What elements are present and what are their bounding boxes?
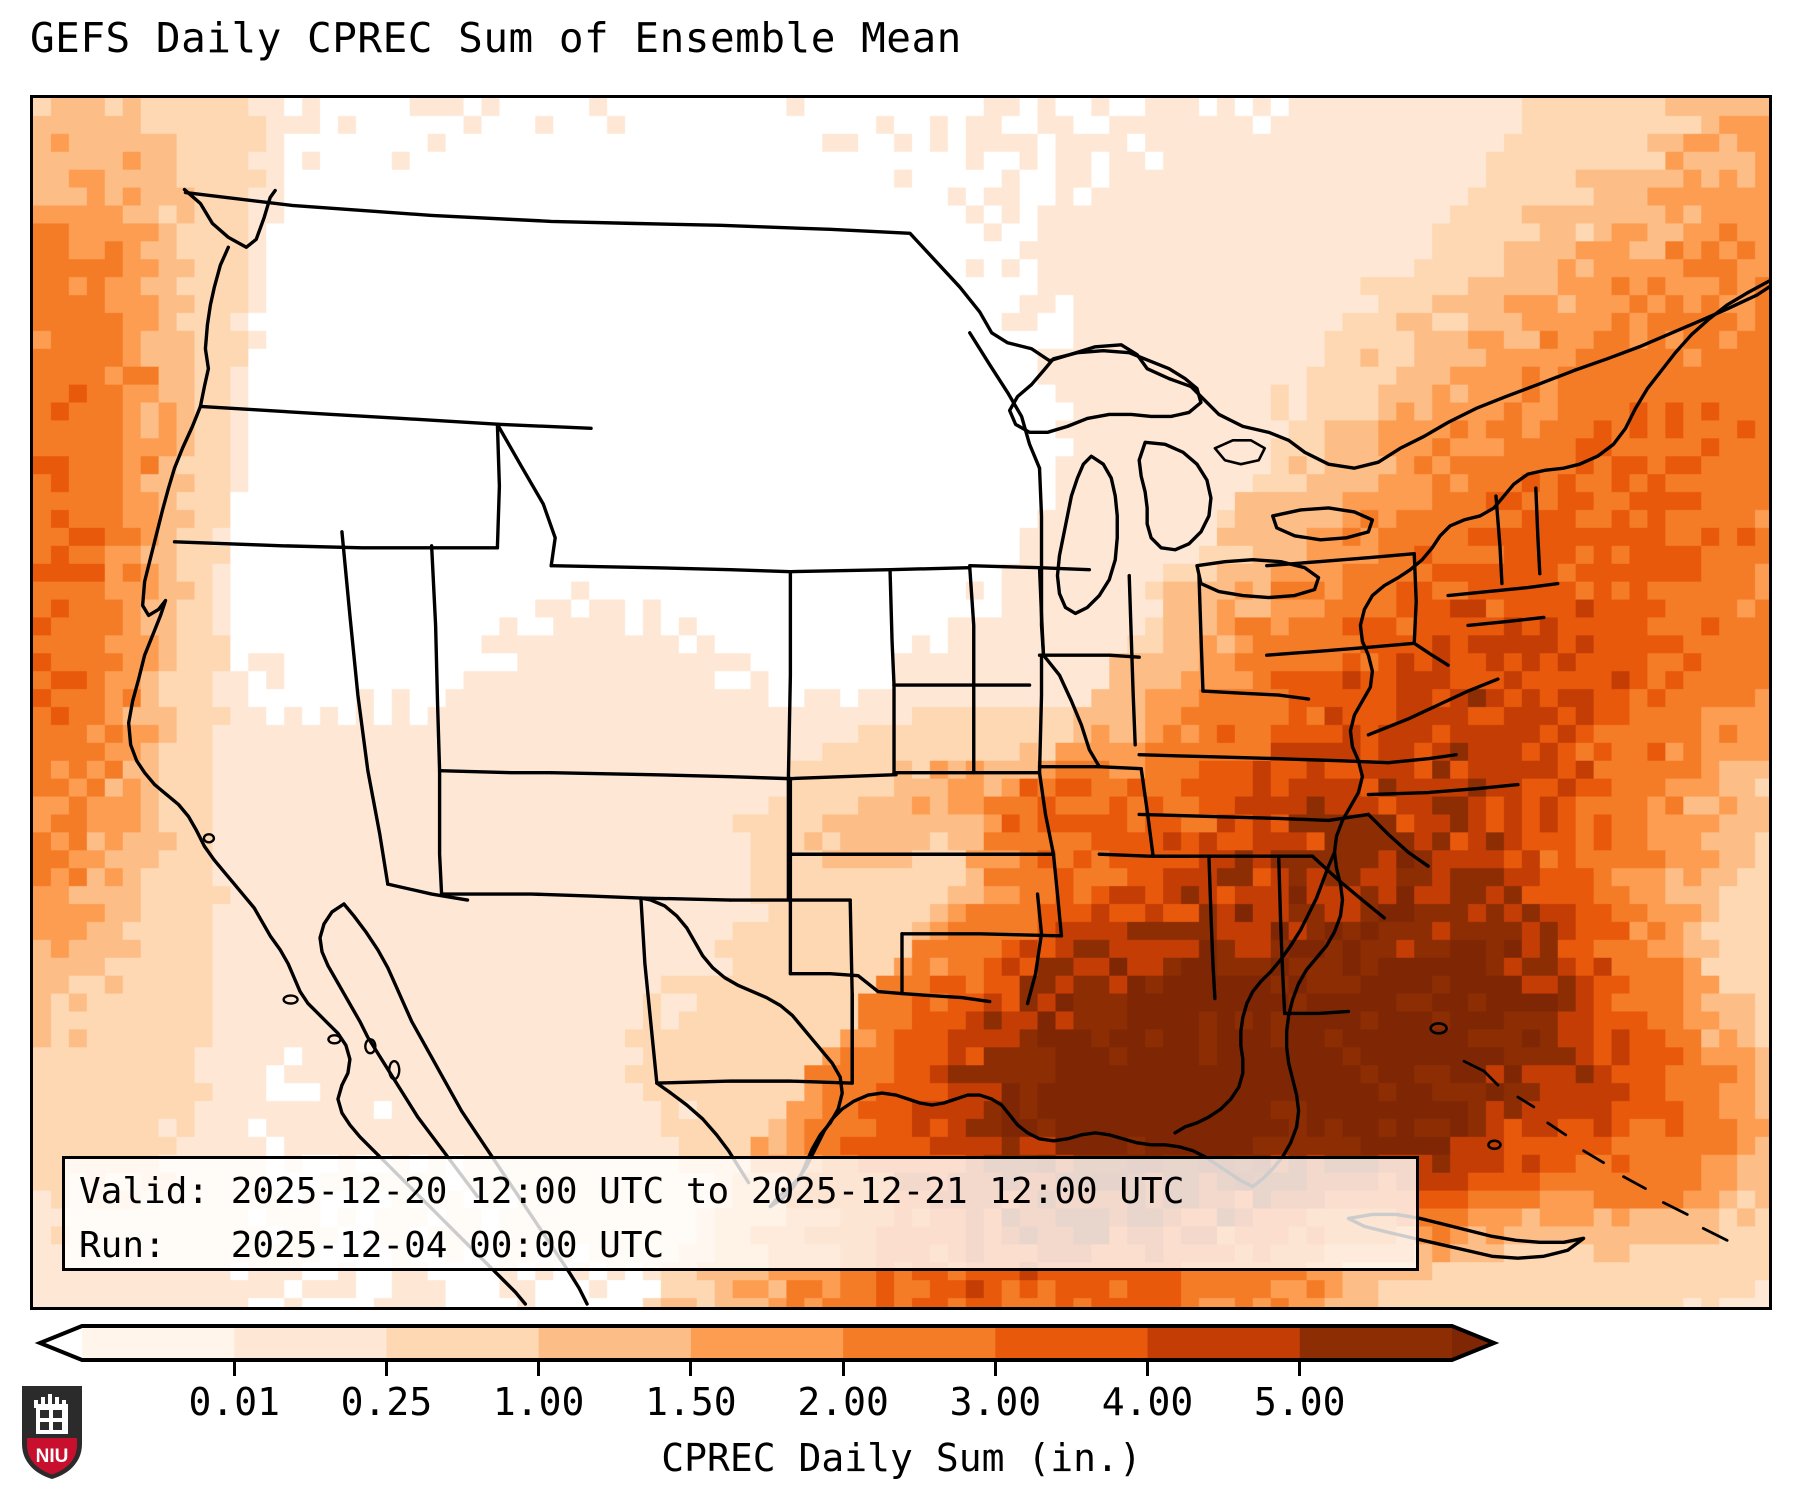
colorbar-tick-label: 1.50 — [645, 1380, 737, 1424]
page-title: GEFS Daily CPREC Sum of Ensemble Mean — [30, 14, 962, 62]
colorbar-tick — [1146, 1358, 1150, 1376]
colorbar-axis-label: CPREC Daily Sum (in.) — [661, 1436, 1142, 1480]
niu-logo-icon: NIU — [22, 1386, 82, 1479]
colorbar-tick-label: 0.25 — [340, 1380, 433, 1424]
colorbar-tick — [993, 1358, 997, 1376]
colorbar-tick-marks — [0, 1358, 1803, 1378]
colorbar — [0, 1318, 1803, 1368]
colorbar-tick-label: 3.00 — [949, 1380, 1042, 1424]
colorbar-tick-label: 0.01 — [188, 1380, 280, 1424]
colorbar-gradient — [34, 1324, 1500, 1362]
colorbar-tick-labels: 0.01 0.25 1.00 1.50 2.00 3.00 4.00 5.00 — [0, 1380, 1803, 1430]
colorbar-tick — [841, 1358, 845, 1376]
map-boundaries-overlay — [126, 187, 1769, 1306]
colorbar-tick — [232, 1358, 236, 1376]
niu-logo-text: NIU — [36, 1446, 69, 1467]
colorbar-tick-label: 1.00 — [492, 1380, 585, 1424]
colorbar-tick-label: 4.00 — [1101, 1380, 1194, 1424]
colorbar-tick — [1298, 1358, 1302, 1376]
precipitation-heatmap — [33, 98, 1769, 1307]
colorbar-tick — [384, 1358, 388, 1376]
colorbar-tick-label: 5.00 — [1254, 1380, 1346, 1424]
colorbar-tick — [537, 1358, 541, 1376]
colorbar-tick-label: 2.00 — [797, 1380, 889, 1424]
valid-time-text: Valid: 2025-12-20 12:00 UTC to 2025-12-2… — [79, 1171, 1185, 1212]
colorbar-tick — [689, 1358, 693, 1376]
run-time-text: Run: 2025-12-04 00:00 UTC — [79, 1225, 665, 1266]
map-panel — [30, 95, 1772, 1310]
forecast-info-box: Valid: 2025-12-20 12:00 UTC to 2025-12-2… — [62, 1156, 1419, 1271]
